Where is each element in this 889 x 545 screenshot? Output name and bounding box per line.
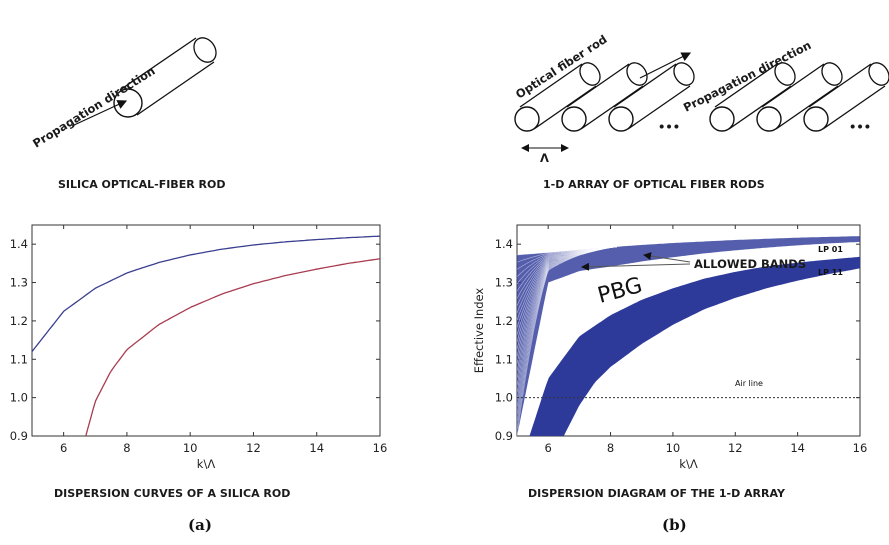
plot-a-ytick-label: 1.2 [10,314,28,328]
plot-a-series-1 [32,235,380,353]
array-propagation-arrow [639,52,692,79]
air-line-label: Air line [735,379,763,388]
panel-label-b: (b) [662,516,687,534]
plot-a-ytick-label: 1.3 [10,276,28,290]
lp11-label: LP 11 [818,268,843,277]
plot-a-xlabel: k\Λ [197,457,216,471]
allowed-bands-arrow-2 [643,252,691,263]
fiber-rod [756,62,843,132]
plot-a-series-2 [85,258,380,436]
fiber-rod [709,62,796,132]
plot-a-ylabel: Effective Index [0,288,1,374]
fiber-rod [561,62,648,132]
fiber-rod [608,62,695,132]
plot-b-xtick-label: 6 [545,441,552,455]
plot-a-xtick-label: 6 [60,441,67,455]
lp01-label: LP 01 [818,245,843,254]
plot-a-ytick-label: 1.4 [10,237,28,251]
plot-b-ytick-label: 1.3 [495,276,513,290]
panel-label-a: (a) [188,516,212,534]
plot-b-ytick-label: 1.1 [495,352,513,366]
plot-b-xtick-label: 12 [728,441,743,455]
plot-a-xtick-label: 8 [123,441,130,455]
fiber-rod [514,62,601,132]
plot-a-ytick-label: 1.0 [10,391,28,405]
plot-a-frame [31,224,381,437]
plot-a-ytick-label: 0.9 [10,429,28,443]
plot-b-ytick-label: 1.0 [495,391,513,405]
plot-b-band-2 [529,256,860,436]
plot-b-xtick-label: 14 [790,441,805,455]
fiber-rod [803,62,889,132]
plot-b-ylabel: Effective Index [472,288,486,374]
plot-a-xtick-label: 12 [246,441,261,455]
plot-b-band-1 [517,236,860,436]
allowed-bands-arrow-1 [581,262,691,271]
rod-array-illustration [514,62,889,132]
plot-b-ytick-label: 1.4 [495,237,513,251]
silica-rod-caption: SILICA OPTICAL-FIBER ROD [58,178,225,191]
rod-array-caption: 1-D ARRAY OF OPTICAL FIBER RODS [543,178,765,191]
plot-b-xtick-label: 10 [666,441,681,455]
ellipsis-1: ••• [658,120,680,134]
plot-b-xlabel: k\Λ [679,457,698,471]
plot-a-ytick-label: 1.1 [10,352,28,366]
plot-a-xtick-label: 10 [183,441,198,455]
plot-a-xtick-label: 16 [373,441,388,455]
silica-rod-illustration: Propagation direction [30,37,217,151]
plot-b-ytick-label: 0.9 [495,429,513,443]
ellipsis-2: ••• [849,120,871,134]
plot-b-ytick-label: 1.2 [495,314,513,328]
plot-a: 6 8 10 12 14 16 0.9 1.0 1.1 1.2 1.3 1.4 k\Λ Effective… [0,224,388,471]
allowed-bands-label: ALLOWED BANDS [694,257,806,271]
plot-a-title: DISPERSION CURVES OF A SILICA ROD [54,487,290,500]
pitch-symbol: Λ [540,151,549,165]
plot-a-xtick-label: 14 [309,441,324,455]
plot-b: 6 8 10 12 14 16 0.9 1.0 1.1 1.2 1.3 1.4 k\Λ Effective… [472,224,868,471]
plot-b-xtick-label: 16 [853,441,868,455]
plot-b-title: DISPERSION DIAGRAM OF THE 1-D ARRAY [528,487,786,500]
plot-b-xtick-label: 8 [607,441,614,455]
